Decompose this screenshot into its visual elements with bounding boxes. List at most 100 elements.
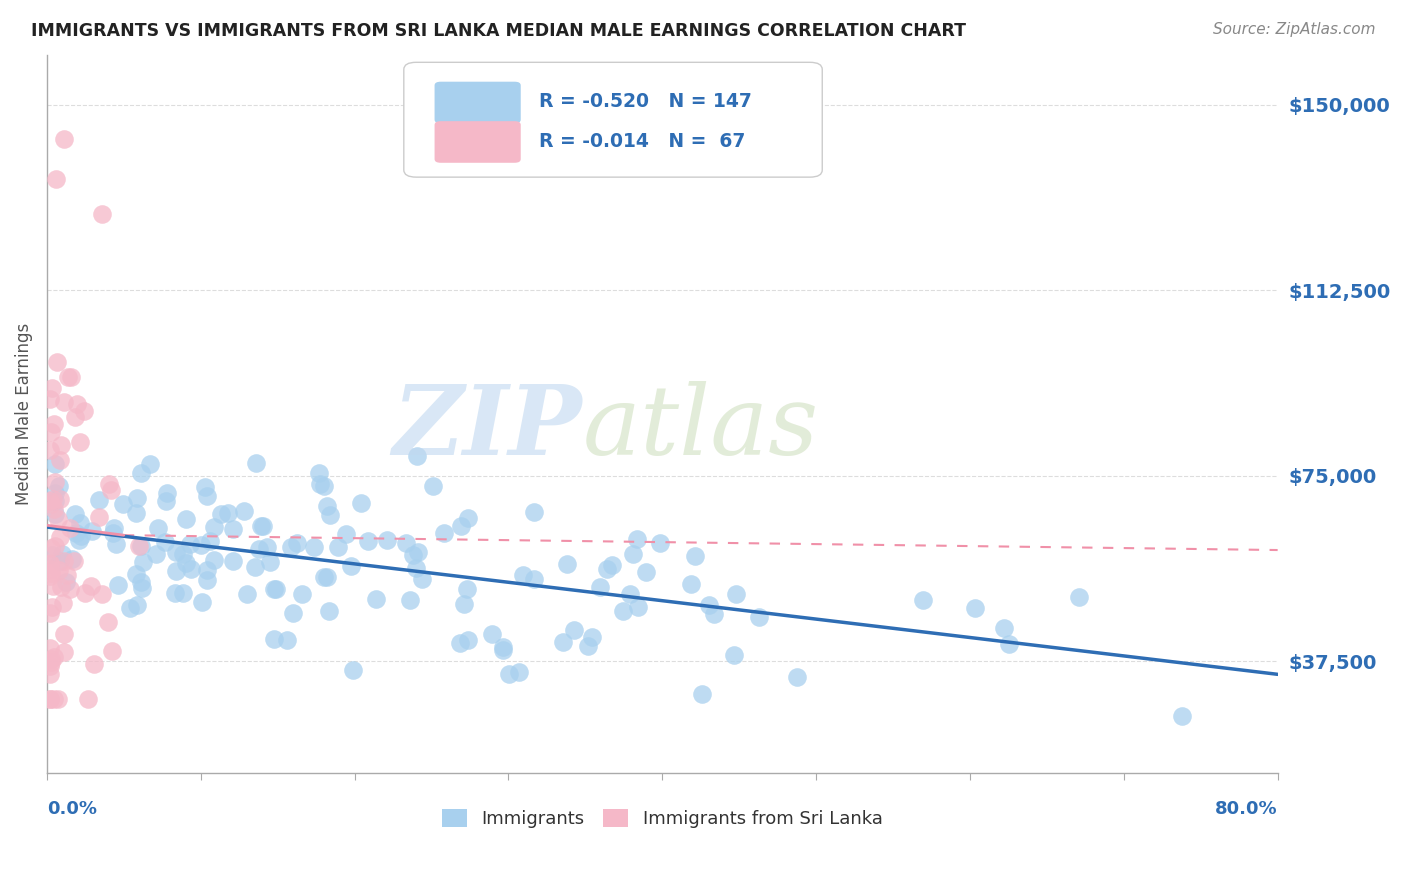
Point [602, 558, 624, 572]
Point [576, 639, 599, 653]
Point [316, 500, 339, 514]
Point [49, 438, 72, 452]
Point [49, 554, 72, 568]
Point [60, 552, 83, 566]
Point [551, 635, 574, 649]
Point [97, 615, 120, 629]
Point [42, 491, 65, 506]
Text: 80.0%: 80.0% [1215, 800, 1278, 818]
Point [172, 547, 194, 561]
Point [747, 610, 769, 624]
Point [41, 548, 63, 562]
Point [42, 579, 65, 593]
Point [124, 566, 146, 581]
Point [69, 516, 91, 530]
Point [59, 582, 82, 596]
Point [266, 582, 288, 597]
Point [252, 518, 274, 533]
Text: ZIP: ZIP [392, 381, 582, 475]
Point [492, 640, 515, 655]
Point [75, 586, 97, 600]
FancyBboxPatch shape [434, 121, 520, 162]
Point [51, 547, 73, 561]
Point [195, 562, 218, 576]
Point [263, 582, 285, 596]
Point [125, 506, 148, 520]
Point [65, 508, 87, 522]
Point [63, 553, 86, 567]
Point [280, 541, 302, 555]
Point [39, 562, 62, 576]
Point [247, 541, 270, 556]
Point [318, 604, 340, 618]
Point [449, 636, 471, 650]
Point [406, 545, 429, 559]
Y-axis label: Median Male Earnings: Median Male Earnings [15, 323, 32, 505]
Point [39, 568, 62, 582]
Text: Source: ZipAtlas.com: Source: ZipAtlas.com [1212, 22, 1375, 37]
Point [52, 554, 75, 568]
Point [222, 553, 245, 567]
Text: R = -0.014   N =  67: R = -0.014 N = 67 [538, 132, 745, 151]
Point [53, 626, 76, 640]
Point [125, 491, 148, 505]
Text: 0.0%: 0.0% [46, 800, 97, 818]
Point [911, 593, 934, 607]
Point [129, 466, 152, 480]
Point [190, 595, 212, 609]
Point [153, 534, 176, 549]
Point [131, 581, 153, 595]
Point [87, 510, 110, 524]
Point [52, 596, 75, 610]
Point [48, 563, 70, 577]
Point [1171, 709, 1194, 723]
Point [433, 525, 456, 540]
Point [120, 601, 142, 615]
Point [194, 480, 217, 494]
Point [259, 555, 281, 569]
Point [107, 578, 129, 592]
Point [256, 540, 278, 554]
Point [46, 355, 69, 369]
Point [245, 456, 267, 470]
Point [395, 535, 418, 549]
Point [703, 607, 725, 621]
Point [174, 556, 197, 570]
Point [100, 483, 122, 497]
Point [998, 637, 1021, 651]
Point [195, 573, 218, 587]
Text: R = -0.520   N = 147: R = -0.520 N = 147 [538, 92, 752, 112]
Point [312, 570, 335, 584]
Point [105, 537, 128, 551]
Point [308, 466, 330, 480]
Point [49, 530, 72, 544]
Point [312, 479, 335, 493]
Point [357, 533, 380, 548]
Point [39, 606, 62, 620]
Point [156, 486, 179, 500]
Point [59, 521, 82, 535]
Point [626, 600, 648, 615]
Point [128, 539, 150, 553]
Text: IMMIGRANTS VS IMMIGRANTS FROM SRI LANKA MEDIAN MALE EARNINGS CORRELATION CHART: IMMIGRANTS VS IMMIGRANTS FROM SRI LANKA … [31, 22, 966, 40]
Point [165, 586, 187, 600]
Point [375, 533, 398, 547]
Point [697, 598, 720, 612]
Point [44, 650, 66, 665]
Point [98, 477, 121, 491]
Point [339, 558, 361, 573]
Point [39, 425, 62, 439]
Point [39, 652, 62, 666]
Point [319, 508, 342, 522]
Point [77, 691, 100, 706]
Point [69, 435, 91, 450]
Point [155, 494, 177, 508]
Point [481, 627, 503, 641]
Point [276, 632, 298, 647]
Point [364, 592, 387, 607]
Point [202, 520, 225, 534]
Point [80, 524, 103, 539]
Point [626, 533, 648, 547]
Point [65, 526, 87, 541]
Point [222, 522, 245, 536]
